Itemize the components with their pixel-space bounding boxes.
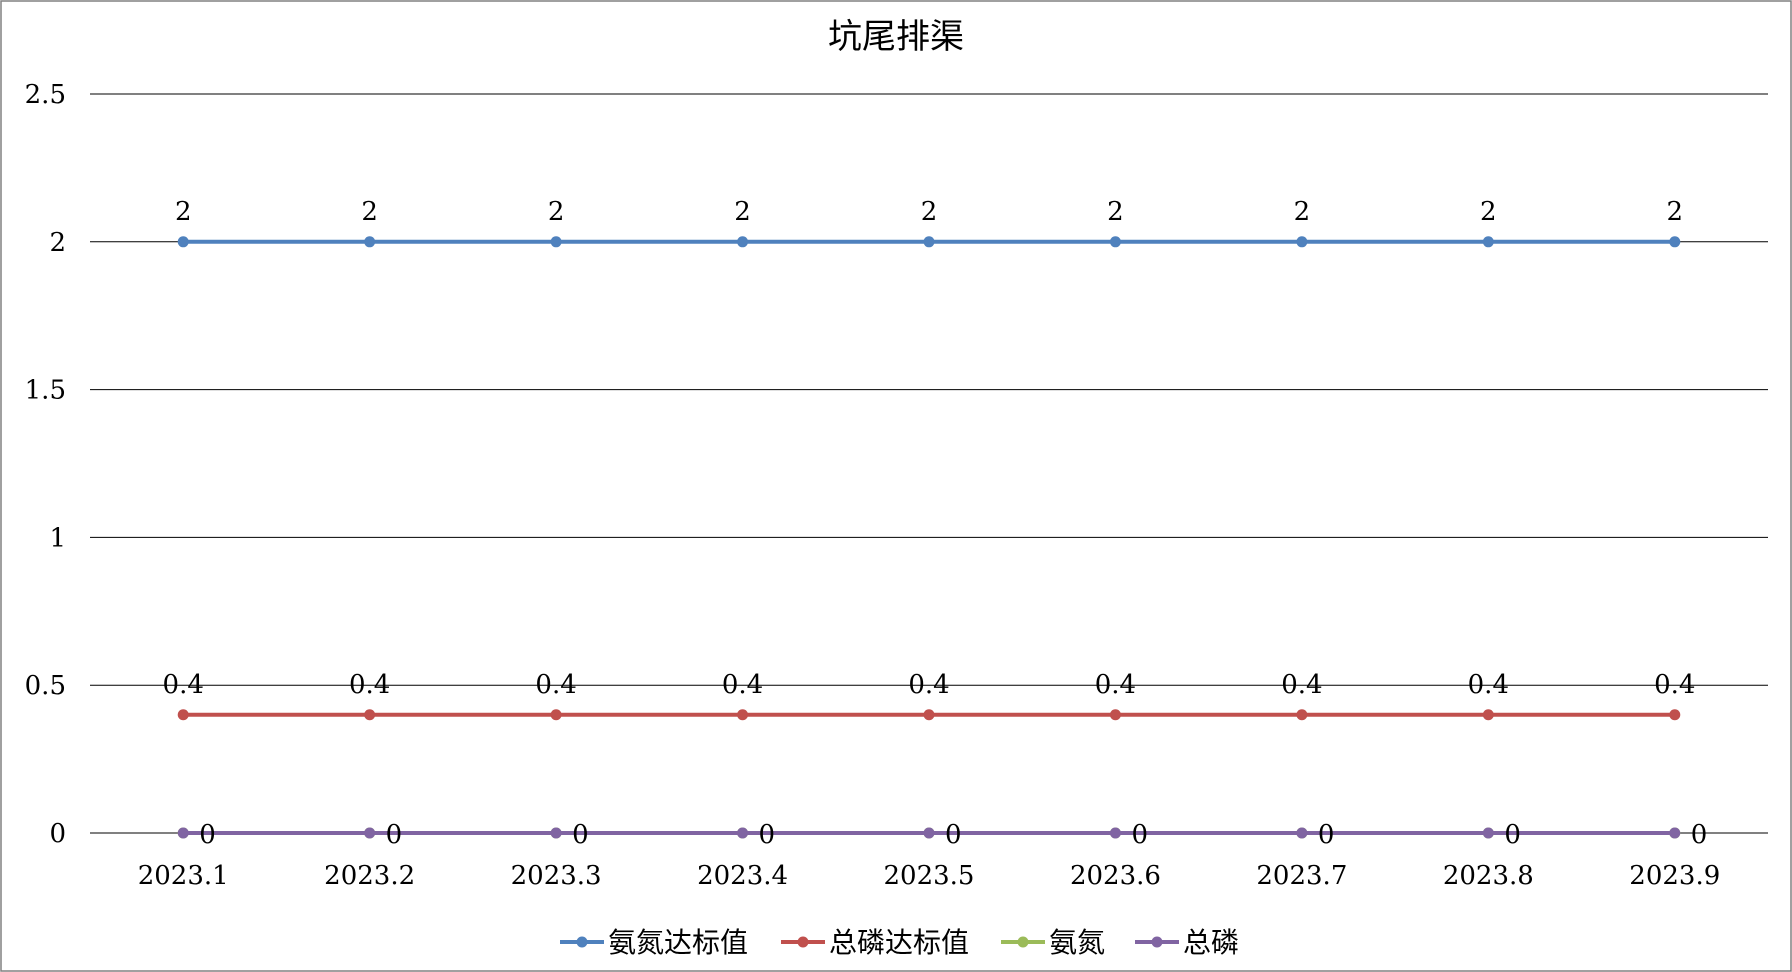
legend-marker (1151, 936, 1163, 948)
x-tick-label: 2023.6 (1070, 861, 1161, 891)
data-label: 0.4 (908, 670, 949, 700)
data-point (364, 236, 376, 248)
data-point (1296, 709, 1308, 721)
data-point (923, 709, 935, 721)
data-label: 0.4 (535, 670, 576, 700)
data-point (1482, 709, 1494, 721)
y-tick-label: 0 (49, 819, 66, 849)
chart-title: 坑尾排渠 (828, 17, 964, 57)
data-point (1109, 709, 1121, 721)
legend-marker (576, 936, 588, 948)
legend-item-1: 氨氮达标值 (560, 926, 748, 959)
series-2 (177, 709, 1681, 721)
data-point (177, 236, 189, 248)
data-point (737, 827, 749, 839)
data-label: 2 (921, 197, 938, 227)
data-point (737, 236, 749, 248)
data-label: 0 (1318, 820, 1335, 850)
data-point (1109, 236, 1121, 248)
data-point (1482, 236, 1494, 248)
data-label: 2 (734, 197, 751, 227)
data-point (550, 709, 562, 721)
x-tick-label: 2023.3 (511, 861, 602, 891)
data-point (1296, 827, 1308, 839)
legend-label: 氨氮达标值 (608, 926, 748, 959)
data-label: 0 (1504, 820, 1521, 850)
legend: 氨氮达标值 总磷达标值 氨氮 总磷 (560, 926, 1239, 959)
legend-item-2: 总磷达标值 (781, 926, 969, 959)
x-tick-label: 2023.7 (1256, 861, 1347, 891)
data-point (737, 709, 749, 721)
data-label: 2 (361, 197, 378, 227)
data-label: 0.4 (1654, 670, 1695, 700)
data-label: 0 (1691, 820, 1708, 850)
data-point (1669, 827, 1681, 839)
y-axis: 0 0.5 1 1.5 2 2.5 (25, 80, 66, 849)
data-point (550, 827, 562, 839)
data-label: 0.4 (722, 670, 763, 700)
x-tick-label: 2023.2 (324, 861, 415, 891)
data-point (1296, 236, 1308, 248)
data-label: 0.4 (349, 670, 390, 700)
series-4 (177, 827, 1681, 839)
data-label: 0.4 (163, 670, 204, 700)
data-label: 0.4 (1468, 670, 1509, 700)
legend-marker (1017, 936, 1029, 948)
data-point (364, 827, 376, 839)
y-tick-label: 1.5 (25, 376, 66, 406)
data-point (1669, 709, 1681, 721)
data-label: 0.4 (1095, 670, 1136, 700)
data-label: 0 (572, 820, 589, 850)
data-label: 2 (1480, 197, 1497, 227)
x-tick-label: 2023.5 (884, 861, 975, 891)
data-label: 0 (1131, 820, 1148, 850)
data-label: 2 (1294, 197, 1311, 227)
data-label: 0 (945, 820, 962, 850)
x-tick-label: 2023.4 (697, 861, 788, 891)
data-label: 0 (759, 820, 776, 850)
data-labels: 2 2 2 2 2 2 2 2 2 0.4 0.4 0.4 0.4 0.4 0.4 0.4 0.4 0.4 0 0 0 0… (163, 197, 1708, 850)
x-axis: 2023.1 2023.2 2023.3 2023.4 2023.5 2023.6 2023… (138, 861, 1721, 891)
data-point (1109, 827, 1121, 839)
data-point (177, 827, 189, 839)
legend-item-4: 总磷 (1135, 926, 1239, 959)
legend-label: 总磷 (1183, 926, 1239, 959)
data-label: 0.4 (1281, 670, 1322, 700)
data-point (923, 236, 935, 248)
legend-label: 总磷达标值 (829, 926, 969, 959)
y-tick-label: 1 (49, 523, 66, 553)
series-1 (177, 236, 1681, 248)
data-label: 0 (199, 820, 216, 850)
legend-label: 氨氮 (1049, 926, 1105, 959)
legend-marker (797, 936, 809, 948)
x-tick-label: 2023.8 (1443, 861, 1534, 891)
series-layer (177, 236, 1681, 839)
data-label: 2 (1107, 197, 1124, 227)
data-label: 2 (548, 197, 565, 227)
x-tick-label: 2023.9 (1629, 861, 1720, 891)
data-label: 2 (175, 197, 192, 227)
y-tick-label: 0.5 (25, 671, 66, 701)
data-point (1482, 827, 1494, 839)
data-label: 0 (386, 820, 403, 850)
data-point (550, 236, 562, 248)
y-tick-label: 2.5 (25, 80, 66, 110)
y-tick-label: 2 (49, 228, 66, 258)
data-point (177, 709, 189, 721)
data-label: 2 (1667, 197, 1684, 227)
data-point (1669, 236, 1681, 248)
x-tick-label: 2023.1 (138, 861, 229, 891)
data-point (923, 827, 935, 839)
legend-item-3: 氨氮 (1001, 926, 1105, 959)
data-point (364, 709, 376, 721)
